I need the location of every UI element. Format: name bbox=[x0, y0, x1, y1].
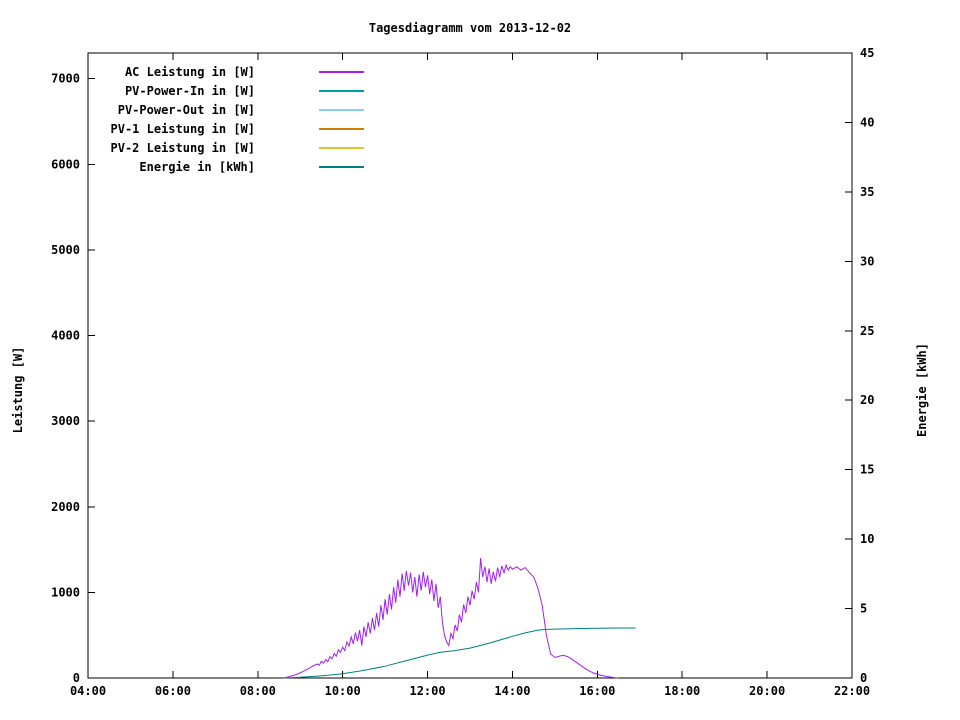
x-tick-label: 16:00 bbox=[579, 684, 615, 698]
legend-label: PV-Power-Out in [W] bbox=[117, 102, 255, 117]
legend-item: PV-Power-In in [W] bbox=[50, 81, 364, 100]
chart-title: Tagesdiagramm vom 2013-12-02 bbox=[368, 21, 572, 35]
legend-line-swatch bbox=[319, 146, 364, 149]
legend-line-swatch bbox=[319, 70, 364, 73]
x-tick-label: 12:00 bbox=[409, 684, 445, 698]
x-tick-label: 20:00 bbox=[749, 684, 785, 698]
y-left-tick-label: 6000 bbox=[51, 157, 80, 171]
legend-label: PV-1 Leistung in [W] bbox=[110, 121, 256, 136]
legend-line-swatch bbox=[319, 89, 364, 92]
y-right-tick-label: 10 bbox=[860, 532, 874, 546]
plot-border bbox=[87, 52, 853, 679]
legend-line-swatch bbox=[319, 127, 364, 130]
y-right-tick-label: 5 bbox=[860, 602, 867, 616]
y-left-tick-label: 0 bbox=[73, 671, 80, 685]
series-line bbox=[283, 558, 619, 679]
x-tick-label: 10:00 bbox=[325, 684, 361, 698]
x-tick-label: 18:00 bbox=[664, 684, 700, 698]
y-axis-label-left: Leistung [W] bbox=[11, 346, 25, 434]
legend-item: AC Leistung in [W] bbox=[50, 62, 364, 81]
x-tick-label: 04:00 bbox=[70, 684, 106, 698]
y-left-tick-label: 2000 bbox=[51, 500, 80, 514]
y-left-tick-label: 5000 bbox=[51, 243, 80, 257]
legend-line-swatch bbox=[319, 108, 364, 111]
y-left-tick-label: 3000 bbox=[51, 414, 80, 428]
x-tick-label: 22:00 bbox=[834, 684, 870, 698]
y-axis-label-right: Energie [kWh] bbox=[915, 343, 929, 437]
legend: AC Leistung in [W] PV-Power-In in [W] PV-P… bbox=[50, 62, 364, 176]
legend-line-swatch bbox=[319, 165, 364, 168]
legend-item: PV-2 Leistung in [W] bbox=[50, 138, 364, 157]
y-right-tick-label: 0 bbox=[860, 671, 867, 685]
legend-label: PV-Power-In in [W] bbox=[124, 83, 255, 98]
legend-label: Energie in [kWh] bbox=[139, 159, 255, 174]
y-right-tick-label: 25 bbox=[860, 324, 874, 338]
legend-label: AC Leistung in [W] bbox=[124, 64, 255, 79]
legend-item: PV-1 Leistung in [W] bbox=[50, 119, 364, 138]
y-right-tick-label: 45 bbox=[860, 46, 874, 60]
legend-item: PV-Power-Out in [W] bbox=[50, 100, 364, 119]
y-right-tick-label: 15 bbox=[860, 463, 874, 477]
y-right-tick-label: 20 bbox=[860, 393, 874, 407]
y-left-tick-label: 7000 bbox=[51, 72, 80, 86]
legend-label: PV-2 Leistung in [W] bbox=[110, 140, 256, 155]
x-tick-label: 14:00 bbox=[494, 684, 530, 698]
y-right-tick-label: 40 bbox=[860, 115, 874, 129]
x-tick-label: 08:00 bbox=[240, 684, 276, 698]
y-right-tick-label: 35 bbox=[860, 185, 874, 199]
series-line bbox=[283, 627, 636, 679]
y-right-tick-label: 30 bbox=[860, 254, 874, 268]
legend-item: Energie in [kWh] bbox=[50, 157, 364, 176]
x-tick-label: 06:00 bbox=[155, 684, 191, 698]
y-left-tick-label: 4000 bbox=[51, 329, 80, 343]
y-left-tick-label: 1000 bbox=[51, 585, 80, 599]
